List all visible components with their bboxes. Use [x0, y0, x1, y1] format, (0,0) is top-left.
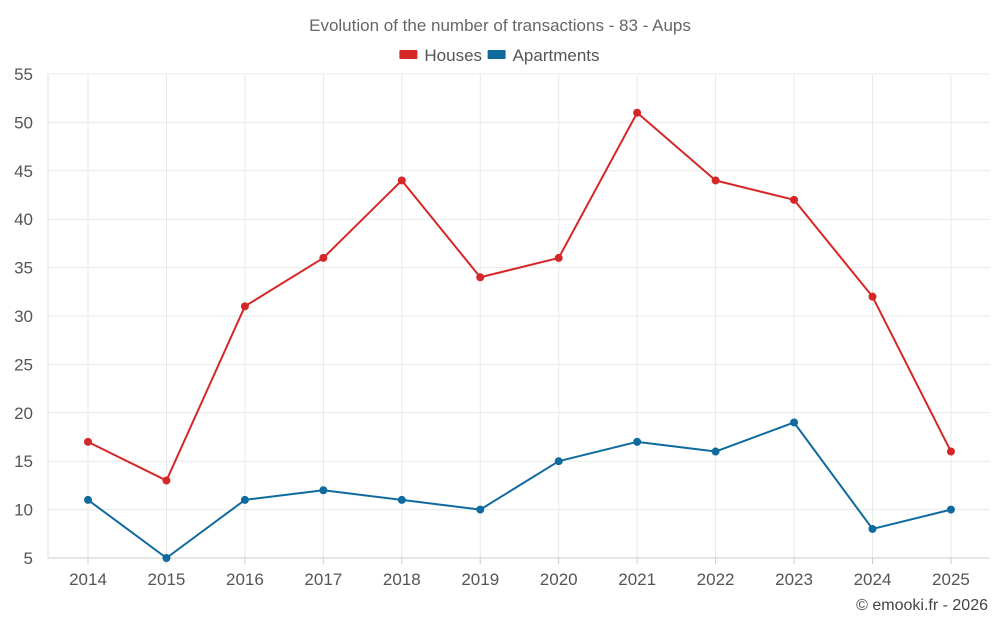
data-point-houses[interactable] [162, 476, 171, 485]
y-tick-label: 20 [14, 404, 33, 423]
x-tick-label: 2019 [461, 570, 499, 589]
legend-swatch [487, 50, 506, 59]
legend: Houses Apartments [399, 46, 600, 65]
data-point-houses[interactable] [633, 108, 642, 117]
x-tick-label: 2023 [775, 570, 813, 589]
data-point-apartments[interactable] [162, 554, 171, 562]
data-point-apartments[interactable] [476, 505, 485, 514]
legend-item-apartments[interactable]: Apartments [487, 46, 600, 65]
data-point-apartments[interactable] [946, 505, 955, 514]
y-tick-label: 45 [14, 162, 33, 181]
series-apartments [84, 418, 955, 562]
x-tick-label: 2015 [148, 570, 186, 589]
legend-label: Houses [424, 46, 482, 65]
data-point-houses[interactable] [554, 253, 563, 262]
y-tick-label: 55 [14, 65, 33, 84]
grid [48, 73, 990, 559]
legend-label: Apartments [513, 46, 600, 65]
data-point-apartments[interactable] [554, 457, 563, 466]
x-tick-label: 2014 [69, 570, 107, 589]
y-tick-label: 40 [14, 210, 33, 229]
x-tick-label: 2016 [226, 570, 264, 589]
y-tick-label: 30 [14, 307, 33, 326]
data-point-houses[interactable] [84, 437, 92, 446]
x-tick-label: 2021 [618, 570, 656, 589]
x-tick-label: 2018 [383, 570, 421, 589]
y-axis-ticks: 5 10 15 20 25 30 35 40 45 50 55 [14, 65, 33, 568]
data-point-apartments[interactable] [84, 495, 92, 504]
data-point-houses[interactable] [790, 195, 799, 204]
x-tick-label: 2020 [540, 570, 578, 589]
data-point-houses[interactable] [476, 273, 485, 282]
series-layer [84, 108, 955, 562]
legend-swatch [399, 50, 418, 59]
y-tick-label: 5 [24, 549, 33, 568]
data-point-apartments[interactable] [711, 447, 720, 456]
data-point-houses[interactable] [868, 292, 877, 301]
data-point-apartments[interactable] [790, 418, 799, 427]
data-point-houses[interactable] [711, 176, 720, 185]
x-tick-label: 2022 [697, 570, 735, 589]
data-point-houses[interactable] [319, 253, 328, 262]
data-point-apartments[interactable] [868, 524, 877, 533]
series-houses [84, 108, 955, 485]
data-point-apartments[interactable] [240, 495, 249, 504]
y-tick-label: 10 [14, 501, 33, 520]
axes [47, 74, 990, 564]
series-line-apartments [87, 421, 952, 559]
series-line-houses [87, 111, 952, 482]
data-point-houses[interactable] [946, 447, 955, 456]
x-axis-ticks: 2014 2015 2016 2017 2018 2019 2020 2021 2022 2023… [69, 570, 970, 589]
y-tick-label: 25 [14, 355, 33, 374]
data-point-houses[interactable] [240, 302, 249, 311]
x-tick-label: 2024 [854, 570, 892, 589]
credit-text: © emooki.fr - 2026 [856, 597, 988, 614]
data-point-apartments[interactable] [319, 486, 328, 495]
data-point-apartments[interactable] [397, 495, 406, 504]
x-tick-label: 2017 [304, 570, 342, 589]
legend-item-houses[interactable]: Houses [399, 46, 482, 65]
x-tick-label: 2025 [932, 570, 970, 589]
y-tick-label: 15 [14, 452, 33, 471]
data-point-houses[interactable] [397, 176, 406, 185]
data-point-apartments[interactable] [633, 437, 642, 446]
y-tick-label: 35 [14, 259, 33, 278]
chart-title: Evolution of the number of transactions … [309, 16, 691, 35]
y-tick-label: 50 [14, 113, 33, 132]
